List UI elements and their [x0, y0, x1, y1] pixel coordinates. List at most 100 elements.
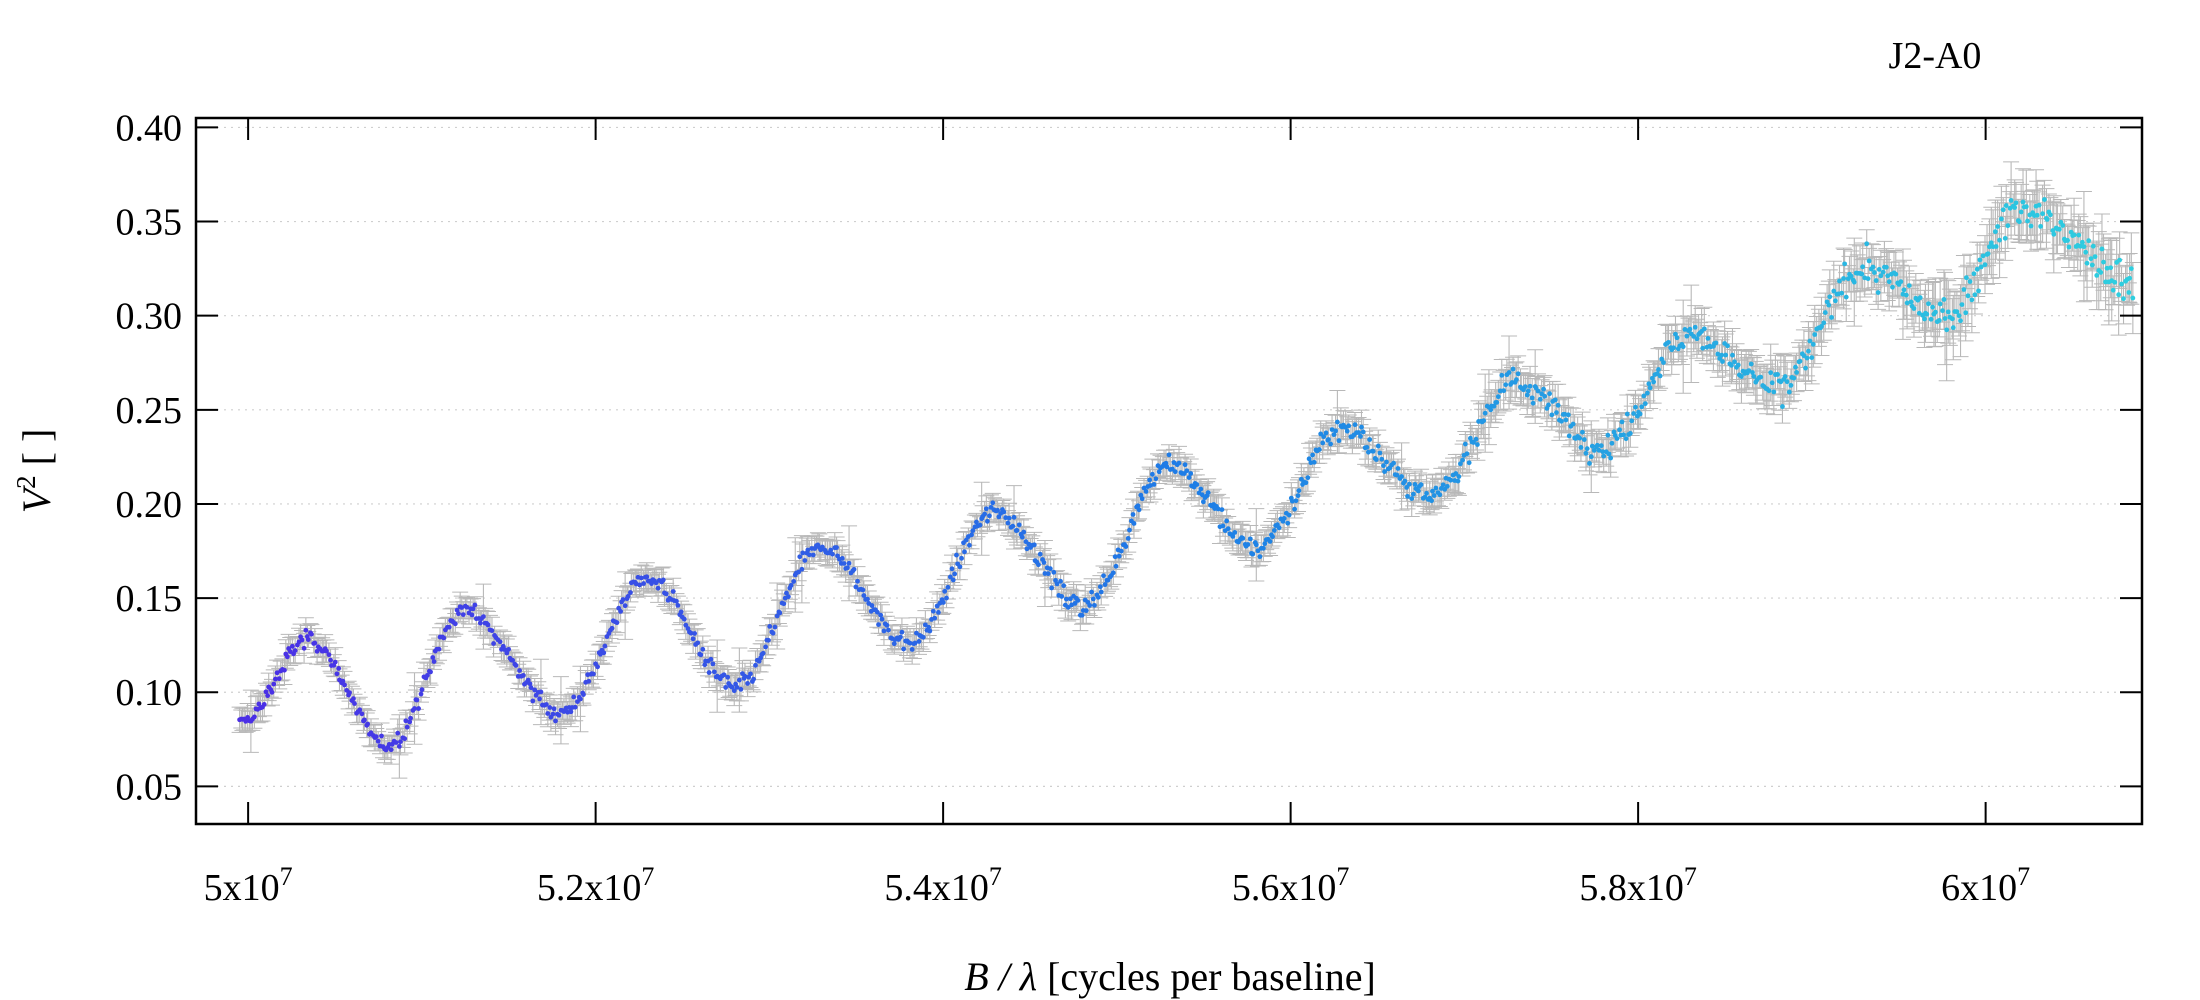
data-point — [637, 582, 643, 588]
data-point — [1732, 359, 1737, 365]
data-point — [1141, 485, 1147, 491]
data-point — [359, 711, 365, 717]
data-point — [586, 678, 592, 684]
data-point — [1481, 418, 1487, 424]
data-point — [1649, 375, 1655, 381]
data-point — [1448, 477, 1454, 483]
data-point — [1903, 292, 1909, 298]
data-point — [898, 634, 903, 640]
data-point — [791, 579, 797, 584]
data-point — [1812, 332, 1818, 337]
data-point — [543, 702, 549, 707]
data-point — [418, 691, 424, 697]
data-point — [2038, 223, 2044, 229]
data-point — [545, 711, 551, 716]
data-point — [681, 616, 687, 622]
data-point — [1758, 374, 1764, 380]
data-point — [375, 738, 381, 744]
data-point — [845, 565, 850, 571]
data-point — [1901, 287, 1907, 293]
data-point — [622, 603, 628, 609]
data-point — [1819, 323, 1824, 329]
data-point — [1605, 432, 1611, 438]
data-point — [1583, 450, 1589, 456]
data-point — [269, 689, 275, 695]
data-point — [1230, 533, 1236, 539]
data-point — [1176, 460, 1182, 466]
data-point — [1067, 596, 1073, 602]
data-point — [1494, 399, 1500, 405]
data-point — [1271, 528, 1277, 533]
data-point — [1024, 546, 1030, 552]
data-point — [1713, 340, 1719, 346]
data-point — [731, 688, 737, 694]
data-point — [1609, 440, 1615, 446]
data-point — [912, 640, 918, 646]
data-point — [1453, 471, 1459, 476]
data-point — [1886, 279, 1892, 285]
data-point — [1014, 527, 1020, 533]
data-point — [1360, 429, 1366, 435]
data-point — [695, 640, 701, 646]
data-point — [1666, 339, 1671, 345]
data-point — [2012, 205, 2018, 210]
data-point — [1458, 461, 1463, 467]
data-point — [1566, 433, 1572, 439]
data-point — [1019, 534, 1025, 540]
data-point — [361, 717, 367, 723]
data-point — [1530, 400, 1536, 406]
data-point — [1940, 308, 1945, 314]
data-point — [1739, 374, 1744, 379]
data-point — [625, 594, 631, 599]
data-point — [1751, 374, 1757, 379]
data-point — [1701, 326, 1707, 332]
data-point — [2126, 290, 2132, 295]
data-point — [2083, 249, 2089, 255]
data-point — [276, 676, 282, 682]
data-point — [1993, 244, 1999, 249]
data-point — [1501, 388, 1507, 394]
data-point — [800, 550, 806, 556]
data-point — [1656, 367, 1661, 372]
data-point — [1782, 374, 1788, 379]
data-point — [1988, 240, 1994, 246]
data-point — [1381, 463, 1386, 469]
data-point — [781, 601, 787, 607]
data-point — [1876, 266, 1882, 272]
data-point — [878, 612, 884, 618]
data-point — [336, 666, 342, 671]
data-point — [1661, 360, 1666, 365]
data-point — [1725, 343, 1730, 349]
data-point — [1379, 456, 1385, 462]
data-point — [2020, 199, 2026, 205]
data-point — [284, 654, 290, 660]
data-point — [2081, 244, 2087, 250]
data-point — [419, 687, 425, 693]
data-point — [1495, 394, 1501, 400]
data-point — [2112, 279, 2118, 285]
data-point — [1156, 469, 1162, 475]
data-point — [1257, 554, 1263, 560]
data-point — [431, 659, 437, 664]
data-point — [2117, 257, 2123, 263]
data-point — [742, 673, 748, 679]
data-point — [1001, 509, 1007, 515]
data-point — [1184, 468, 1190, 474]
data-point — [551, 706, 557, 712]
data-point — [2099, 246, 2105, 252]
data-point — [2089, 262, 2095, 268]
data-point — [751, 676, 756, 682]
data-point — [1723, 352, 1729, 358]
data-point — [1503, 382, 1509, 388]
data-point — [2108, 265, 2114, 271]
data-point — [1491, 403, 1497, 409]
data-point — [957, 564, 963, 570]
data-point — [1303, 480, 1309, 486]
data-point — [1506, 370, 1512, 375]
data-point — [628, 590, 633, 595]
data-point — [1037, 551, 1043, 557]
data-point — [1466, 460, 1472, 466]
data-point — [785, 594, 791, 600]
data-point — [404, 724, 410, 730]
